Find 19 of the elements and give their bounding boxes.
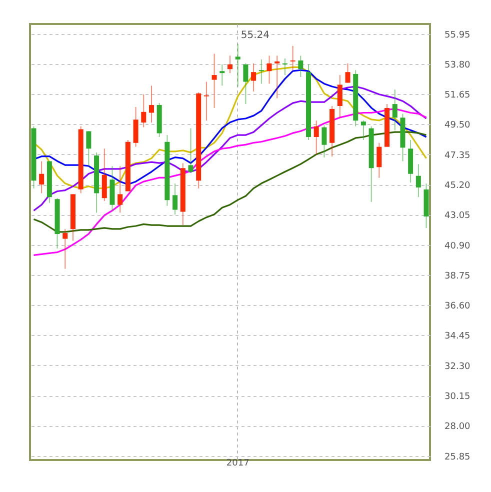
y-tick-label: 49.50 — [444, 120, 471, 131]
y-tick-label: 53.80 — [444, 60, 471, 70]
y-tick-label: 36.60 — [444, 302, 471, 312]
y-tick-label: 47.35 — [444, 150, 470, 161]
annotation: 55.24 — [240, 30, 270, 41]
y-tick-label: 30.15 — [444, 392, 470, 402]
y-tick-label: 34.45 — [444, 332, 470, 342]
y-tick-label: 51.65 — [444, 90, 470, 101]
y-tick-label: 25.85 — [444, 452, 470, 462]
y-tick-label: 43.05 — [444, 211, 470, 222]
x-tick-label: 2017 — [226, 458, 250, 468]
line-series — [32, 131, 428, 233]
y-tick-label: 40.90 — [444, 241, 471, 252]
y-tick-label: 45.20 — [444, 181, 471, 192]
y-tick-label: 38.75 — [444, 271, 470, 282]
line-series — [32, 86, 428, 212]
y-tick-label: 28.00 — [444, 422, 471, 432]
y-tick-label: 32.30 — [444, 362, 471, 372]
y-tick-label: 55.95 — [444, 30, 470, 40]
